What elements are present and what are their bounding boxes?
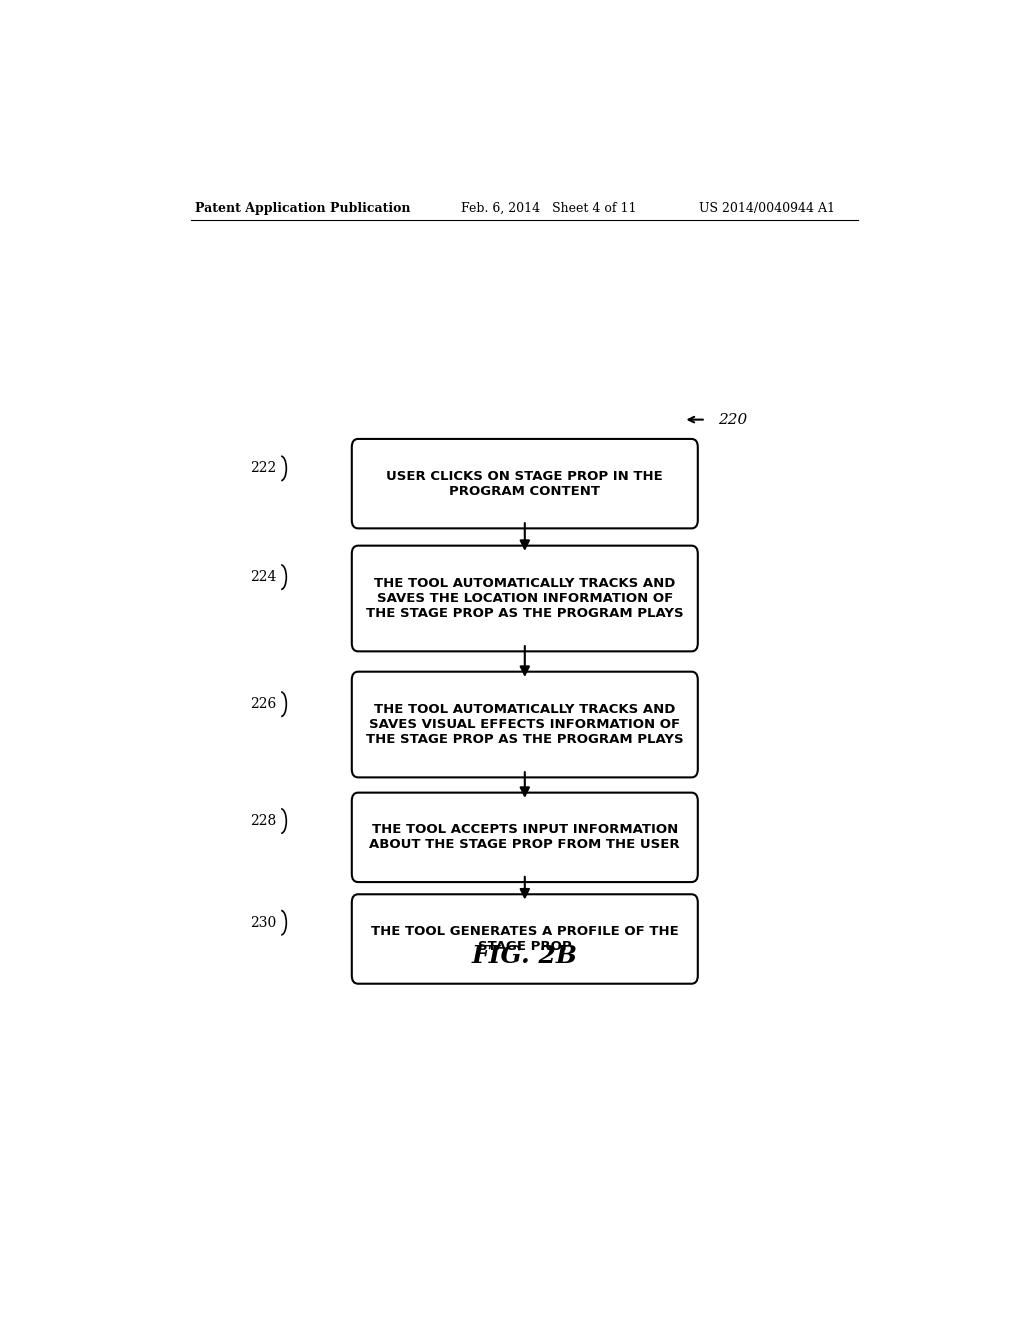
Text: 230: 230 bbox=[250, 916, 276, 929]
Text: Feb. 6, 2014   Sheet 4 of 11: Feb. 6, 2014 Sheet 4 of 11 bbox=[461, 202, 637, 215]
Text: 220: 220 bbox=[718, 413, 746, 426]
Text: USER CLICKS ON STAGE PROP IN THE
PROGRAM CONTENT: USER CLICKS ON STAGE PROP IN THE PROGRAM… bbox=[386, 470, 664, 498]
Text: FIG. 2B: FIG. 2B bbox=[472, 944, 578, 969]
Text: 226: 226 bbox=[250, 697, 276, 711]
FancyBboxPatch shape bbox=[352, 792, 697, 882]
Text: 224: 224 bbox=[250, 570, 276, 585]
FancyBboxPatch shape bbox=[352, 440, 697, 528]
Text: US 2014/0040944 A1: US 2014/0040944 A1 bbox=[699, 202, 836, 215]
FancyBboxPatch shape bbox=[352, 894, 697, 983]
Text: THE TOOL GENERATES A PROFILE OF THE
STAGE PROP: THE TOOL GENERATES A PROFILE OF THE STAG… bbox=[371, 925, 679, 953]
Text: 222: 222 bbox=[250, 462, 276, 475]
Text: 228: 228 bbox=[250, 814, 276, 828]
Text: THE TOOL AUTOMATICALLY TRACKS AND
SAVES VISUAL EFFECTS INFORMATION OF
THE STAGE : THE TOOL AUTOMATICALLY TRACKS AND SAVES … bbox=[366, 704, 684, 746]
Text: THE TOOL AUTOMATICALLY TRACKS AND
SAVES THE LOCATION INFORMATION OF
THE STAGE PR: THE TOOL AUTOMATICALLY TRACKS AND SAVES … bbox=[366, 577, 684, 620]
Text: Patent Application Publication: Patent Application Publication bbox=[196, 202, 411, 215]
Text: THE TOOL ACCEPTS INPUT INFORMATION
ABOUT THE STAGE PROP FROM THE USER: THE TOOL ACCEPTS INPUT INFORMATION ABOUT… bbox=[370, 824, 680, 851]
FancyBboxPatch shape bbox=[352, 545, 697, 651]
FancyBboxPatch shape bbox=[352, 672, 697, 777]
